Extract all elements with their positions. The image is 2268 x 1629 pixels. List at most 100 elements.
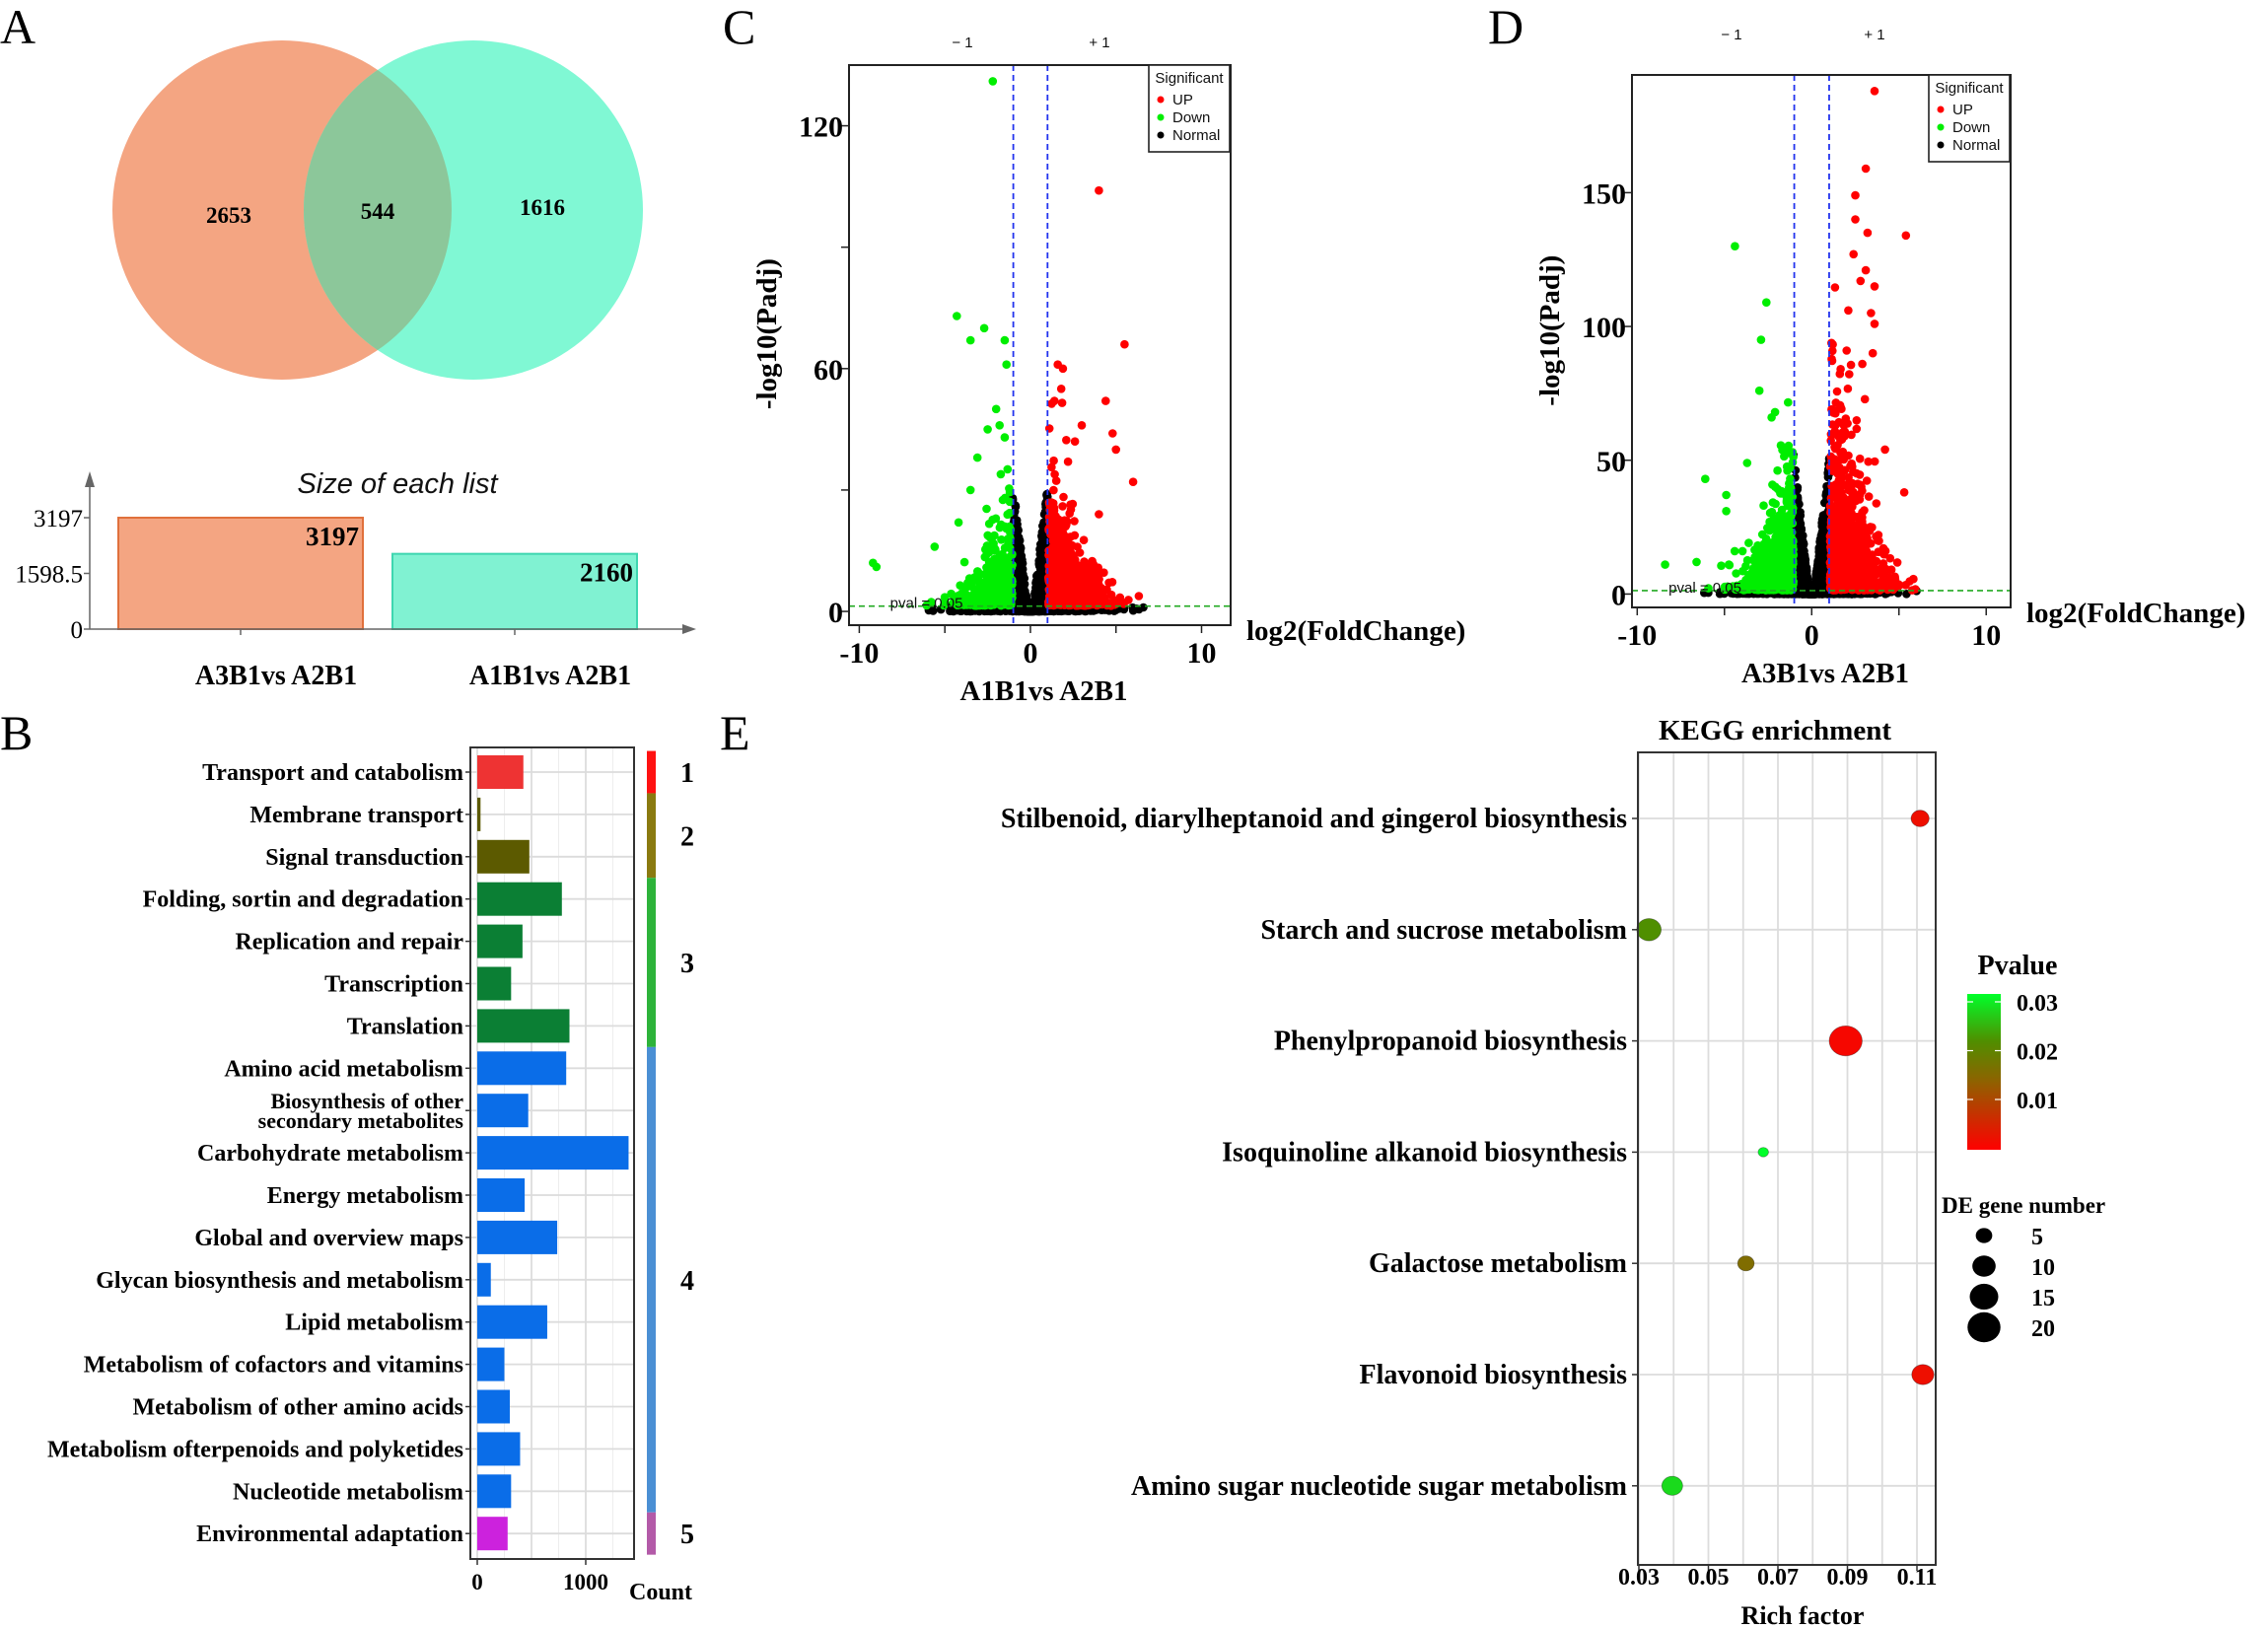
category-label: Carbohydrate metabolism [197, 1141, 463, 1167]
down-point [992, 575, 1001, 584]
up-point [1843, 384, 1853, 393]
venn-count-overlap: 544 [361, 199, 395, 224]
normal-point [1021, 592, 1030, 601]
up-point [1095, 185, 1103, 195]
down-point [1003, 581, 1012, 591]
normal-point [1035, 546, 1045, 556]
up-point [1101, 396, 1110, 405]
category-label: Energy metabolism [267, 1183, 463, 1209]
up-point [1864, 457, 1873, 466]
up-point [1834, 475, 1844, 485]
count-bar [477, 1178, 526, 1212]
category-label: Metabolism of other amino acids [132, 1395, 463, 1421]
category-label: Translation [347, 1014, 463, 1039]
up-point [1128, 477, 1138, 487]
down-point [996, 469, 1006, 479]
group-strip [647, 878, 656, 1047]
venn-count-a1b1-only: 1616 [520, 195, 565, 220]
up-point [1094, 563, 1102, 572]
group-label: 5 [680, 1520, 694, 1550]
up-point [1052, 571, 1061, 580]
up-point [1088, 585, 1097, 595]
count-bar [477, 1389, 510, 1424]
up-point [1844, 495, 1854, 505]
down-point [996, 595, 1005, 604]
count-bar [477, 1432, 521, 1466]
bar-value-label: 2160 [580, 558, 633, 588]
down-point [993, 557, 1003, 567]
count-bar [477, 1094, 529, 1128]
up-point [1844, 451, 1853, 460]
down-point [872, 562, 882, 572]
count-bar [477, 1305, 547, 1339]
up-point [1829, 466, 1839, 476]
normal-point [1036, 589, 1045, 598]
up-point [1860, 394, 1870, 404]
down-point [1008, 560, 1017, 570]
up-point [1053, 556, 1062, 565]
x-tick-label: 0 [471, 1570, 483, 1594]
down-point [1002, 571, 1011, 581]
count-bar [477, 1136, 629, 1170]
down-point [1008, 549, 1017, 559]
up-point [1060, 516, 1069, 525]
up-point [1051, 476, 1061, 485]
up-point [1883, 585, 1892, 595]
category-label: Metabolism ofterpenoids and polyketides [47, 1437, 463, 1462]
down-point [988, 77, 998, 86]
down-point [969, 574, 979, 584]
category-label: Glycan biosynthesis and metabolism [96, 1268, 463, 1294]
normal-point [1020, 574, 1029, 583]
up-point [1065, 509, 1074, 518]
up-point [1047, 498, 1056, 507]
down-point [982, 583, 991, 593]
group-strip [647, 793, 656, 879]
down-point [1003, 464, 1013, 474]
normal-point [1815, 585, 1824, 595]
up-point [1044, 561, 1053, 571]
category-label: Amino acid metabolism [224, 1056, 463, 1082]
category-label: Transcription [324, 972, 463, 998]
up-point [1056, 385, 1066, 393]
up-point [1836, 500, 1845, 509]
x-axis-title: log2(FoldChange) [1246, 615, 1465, 647]
normal-point [1030, 597, 1040, 605]
count-bar [477, 839, 530, 874]
up-point [1115, 593, 1125, 602]
down-point [979, 323, 989, 333]
up-point [1844, 481, 1853, 491]
venn-overlap [304, 40, 452, 380]
down-point [984, 557, 994, 566]
up-point [1865, 526, 1875, 534]
up-point [1077, 421, 1087, 430]
group-label: 3 [680, 949, 694, 979]
y-tick-label: 60 [814, 354, 843, 387]
down-point [989, 583, 999, 593]
down-point [1000, 335, 1010, 345]
up-point [1044, 424, 1054, 433]
fold-change-threshold-label: − 1 [952, 35, 972, 51]
up-point [1065, 567, 1074, 576]
up-point [1049, 485, 1058, 495]
panel-label-e: E [720, 705, 750, 760]
category-label: Replication and repair [235, 930, 463, 956]
count-bar [477, 755, 524, 789]
normal-point [1015, 558, 1025, 567]
panel-label-d: D [1488, 0, 1524, 54]
up-point [1864, 492, 1874, 501]
y-tick-label: 0 [828, 597, 843, 629]
up-point [1911, 585, 1920, 594]
category-label: secondary metabolites [258, 1108, 464, 1133]
up-point [1847, 430, 1856, 440]
up-point [1079, 535, 1089, 544]
x-tick-label: 0 [1023, 637, 1037, 670]
count-bar [477, 966, 512, 1001]
y-axis-title: -log10(Padj) [751, 258, 783, 409]
normal-point [1814, 565, 1823, 575]
category-label: Global and overview maps [194, 1226, 463, 1251]
x-tick-label: -10 [839, 637, 879, 670]
up-point [1853, 479, 1863, 489]
